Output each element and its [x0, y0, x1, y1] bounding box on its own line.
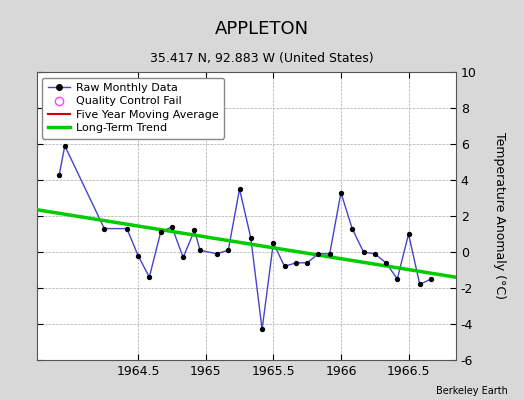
- Point: [145, 274, 154, 280]
- Y-axis label: Temperature Anomaly (°C): Temperature Anomaly (°C): [493, 132, 506, 300]
- Point: [224, 247, 233, 254]
- Point: [303, 260, 311, 266]
- Point: [247, 234, 255, 241]
- Point: [258, 326, 266, 333]
- Point: [393, 276, 401, 282]
- Point: [382, 260, 390, 266]
- Point: [359, 249, 368, 255]
- Point: [213, 250, 221, 257]
- Point: [405, 231, 413, 237]
- Point: [370, 250, 379, 257]
- Point: [325, 250, 334, 257]
- Point: [337, 189, 345, 196]
- Point: [416, 281, 424, 288]
- Text: 35.417 N, 92.883 W (United States): 35.417 N, 92.883 W (United States): [150, 52, 374, 65]
- Point: [61, 143, 69, 149]
- Point: [55, 171, 63, 178]
- Point: [314, 250, 323, 257]
- Text: APPLETON: APPLETON: [215, 20, 309, 38]
- Point: [292, 260, 300, 266]
- Text: Berkeley Earth: Berkeley Earth: [436, 386, 508, 396]
- Point: [179, 254, 187, 261]
- Point: [123, 225, 131, 232]
- Point: [134, 252, 143, 259]
- Point: [196, 247, 204, 254]
- Point: [157, 229, 165, 235]
- Point: [269, 240, 278, 246]
- Legend: Raw Monthly Data, Quality Control Fail, Five Year Moving Average, Long-Term Tren: Raw Monthly Data, Quality Control Fail, …: [42, 78, 224, 139]
- Point: [280, 263, 289, 270]
- Point: [348, 225, 356, 232]
- Point: [168, 224, 176, 230]
- Point: [427, 276, 435, 282]
- Point: [235, 186, 244, 192]
- Point: [190, 227, 199, 234]
- Point: [100, 225, 108, 232]
